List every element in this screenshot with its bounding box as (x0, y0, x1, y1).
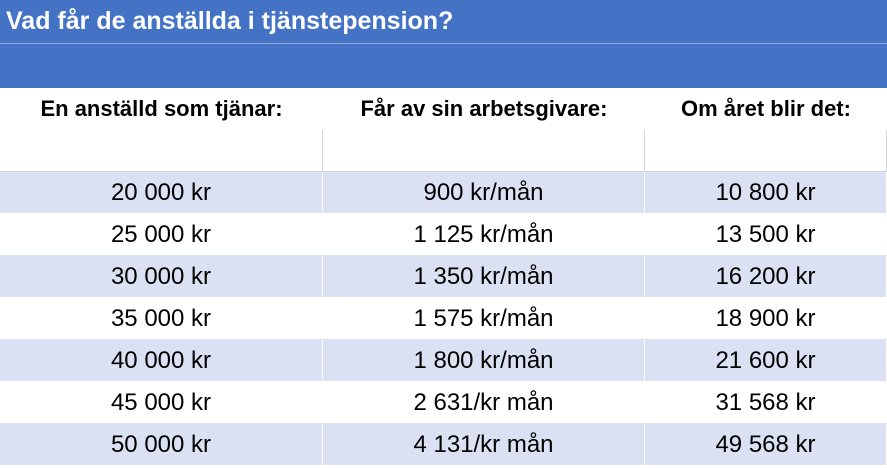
data-row: 35 000 kr 1 575 kr/mån 18 900 kr (0, 298, 887, 340)
title: Vad får de anställda i tjänstepension? (6, 7, 454, 35)
empty-row (0, 130, 887, 172)
data-cell: 49 568 kr (645, 424, 887, 465)
data-cell: 45 000 kr (0, 382, 323, 423)
data-row: 25 000 kr 1 125 kr/mån 13 500 kr (0, 214, 887, 256)
data-cell: 40 000 kr (0, 340, 323, 381)
data-cell: 31 568 kr (645, 382, 887, 423)
data-cell: 30 000 kr (0, 256, 323, 297)
data-cell: 1 575 kr/mån (323, 298, 645, 339)
data-cell: 1 350 kr/mån (323, 256, 645, 297)
data-cell: 16 200 kr (645, 256, 887, 297)
data-cell: 1 125 kr/mån (323, 214, 645, 255)
data-row: 30 000 kr 1 350 kr/mån 16 200 kr (0, 256, 887, 298)
data-cell: 20 000 kr (0, 172, 323, 213)
data-cell: 900 kr/mån (323, 172, 645, 213)
data-cell: 25 000 kr (0, 214, 323, 255)
data-cell: 2 631/kr mån (323, 382, 645, 423)
data-cell: 18 900 kr (645, 298, 887, 339)
data-cell: 10 800 kr (645, 172, 887, 213)
data-cell: 1 800 kr/mån (323, 340, 645, 381)
header-row: En anställd som tjänar: Får av sin arbet… (0, 88, 887, 130)
data-cell: 35 000 kr (0, 298, 323, 339)
empty-cell (0, 130, 323, 172)
header-cell: Får av sin arbetsgivare: (360, 96, 608, 121)
header-cell: En anställd som tjänar: (40, 96, 283, 121)
data-cell: 50 000 kr (0, 424, 323, 465)
data-cell: 4 131/kr mån (323, 424, 645, 465)
empty-cell (645, 130, 887, 172)
header-cell: Om året blir det: (681, 96, 851, 121)
header-band (0, 44, 887, 88)
data-row: 50 000 kr 4 131/kr mån 49 568 kr (0, 424, 887, 466)
data-cell: 13 500 kr (645, 214, 887, 255)
data-row: 45 000 kr 2 631/kr mån 31 568 kr (0, 382, 887, 424)
data-cell: 21 600 kr (645, 340, 887, 381)
title-row: Vad får de anställda i tjänstepension? (0, 0, 887, 44)
data-row: 20 000 kr 900 kr/mån 10 800 kr (0, 172, 887, 214)
data-row: 40 000 kr 1 800 kr/mån 21 600 kr (0, 340, 887, 382)
empty-cell (323, 130, 645, 172)
